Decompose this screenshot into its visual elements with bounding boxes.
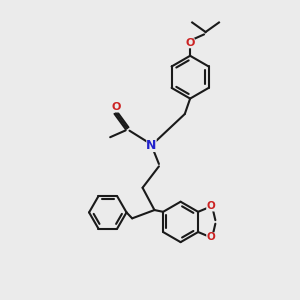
Text: O: O (206, 232, 215, 242)
Text: N: N (146, 139, 157, 152)
Text: O: O (185, 38, 195, 48)
Text: O: O (111, 103, 121, 112)
Text: O: O (206, 202, 215, 212)
